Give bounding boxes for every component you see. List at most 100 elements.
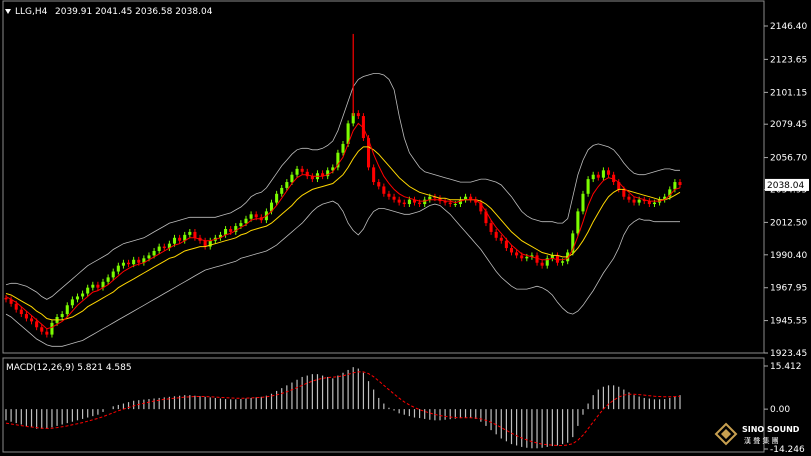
price-tick-label: 2101.15 bbox=[770, 88, 807, 98]
price-tick-label: 1945.55 bbox=[770, 317, 807, 327]
candle-body bbox=[70, 299, 74, 306]
ma-fast-line bbox=[5, 122, 681, 330]
candle-body bbox=[622, 189, 626, 197]
watermark-name: SINO SOUND bbox=[742, 425, 800, 434]
candle-body bbox=[254, 214, 258, 218]
candle-body bbox=[295, 168, 299, 175]
candle-body bbox=[617, 182, 621, 190]
ma-slow-line bbox=[5, 146, 681, 321]
candle-body bbox=[249, 214, 253, 219]
candle-body bbox=[326, 170, 330, 177]
candle-body bbox=[300, 168, 304, 172]
candle-body bbox=[45, 331, 49, 335]
price-tick-label: 1923.45 bbox=[770, 349, 807, 359]
candle-body bbox=[86, 287, 90, 294]
candle-body bbox=[494, 231, 498, 238]
candle-body bbox=[453, 204, 457, 206]
candle-body bbox=[331, 167, 335, 171]
macd-indicator bbox=[5, 367, 681, 449]
candle-body bbox=[50, 322, 54, 335]
candle-body bbox=[29, 318, 34, 322]
candle-body bbox=[601, 170, 605, 178]
macd-pane-frame bbox=[2, 357, 765, 453]
candle-body bbox=[127, 262, 131, 265]
candle-body bbox=[591, 174, 595, 180]
candle-body bbox=[290, 174, 294, 183]
candle-body bbox=[606, 170, 611, 175]
candle-body bbox=[361, 116, 365, 139]
candle-body bbox=[188, 231, 192, 235]
candle-body bbox=[285, 182, 289, 188]
candle-body bbox=[137, 259, 141, 263]
candle-body bbox=[167, 243, 171, 249]
symbol-timeframe: LLG,H4 bbox=[15, 7, 48, 17]
candle-body bbox=[310, 176, 314, 180]
candle-body bbox=[647, 201, 651, 205]
candle-body bbox=[75, 296, 80, 300]
candle-body bbox=[208, 240, 212, 247]
candle-body bbox=[356, 113, 360, 117]
diamond-logo-inner-icon bbox=[721, 429, 731, 439]
current-price-label: 2038.04 bbox=[767, 181, 804, 191]
candle-body bbox=[116, 265, 120, 272]
candle-body bbox=[504, 240, 508, 249]
candle-body bbox=[673, 182, 677, 190]
candle-body bbox=[372, 167, 376, 183]
candle-body bbox=[678, 182, 682, 185]
candle-body bbox=[576, 211, 580, 234]
candle-body bbox=[81, 293, 85, 297]
candle-body bbox=[402, 202, 406, 205]
candle-body bbox=[40, 327, 44, 332]
price-tick-label: 2123.65 bbox=[770, 55, 807, 65]
price-tick-label: 2079.45 bbox=[770, 120, 807, 130]
candle-body bbox=[178, 237, 182, 241]
candle-body bbox=[555, 255, 559, 263]
candle-body bbox=[35, 321, 39, 328]
candle-body bbox=[387, 193, 391, 197]
moving-averages bbox=[5, 122, 681, 330]
candle-body bbox=[193, 231, 197, 238]
macd-axis: 15.412 0.00 -14.246 bbox=[764, 362, 805, 455]
price-tick-label: 1990.40 bbox=[770, 251, 807, 261]
candle-body bbox=[668, 189, 672, 197]
candle-body bbox=[377, 182, 381, 187]
candle-body bbox=[157, 246, 161, 251]
candle-body bbox=[632, 199, 636, 203]
candlesticks bbox=[4, 33, 682, 338]
candle-body bbox=[162, 246, 166, 249]
candle-body bbox=[464, 196, 468, 200]
candle-body bbox=[321, 173, 325, 177]
candle-body bbox=[561, 261, 565, 263]
candle-body bbox=[418, 202, 422, 205]
candle-body bbox=[366, 138, 371, 168]
candle-body bbox=[596, 174, 600, 178]
candle-body bbox=[535, 255, 539, 263]
candle-body bbox=[183, 234, 187, 241]
candle-body bbox=[382, 186, 386, 194]
candle-body bbox=[443, 201, 447, 203]
candle-body bbox=[469, 196, 473, 200]
candle-body bbox=[392, 196, 396, 200]
candle-body bbox=[101, 281, 105, 288]
candle-body bbox=[4, 297, 8, 300]
macd-header: MACD(12,26,9) 5.821 4.585 bbox=[6, 363, 132, 373]
candle-body bbox=[152, 250, 156, 256]
collapse-triangle-icon[interactable] bbox=[5, 9, 11, 14]
candle-body bbox=[336, 152, 340, 168]
candle-body bbox=[224, 228, 228, 235]
watermark-subtitle: 漢 聲 集 團 bbox=[744, 436, 779, 445]
candle-body bbox=[423, 199, 427, 205]
candle-body bbox=[525, 256, 529, 259]
candle-body bbox=[142, 258, 146, 263]
bollinger-bands bbox=[5, 73, 680, 347]
candle-body bbox=[407, 199, 411, 205]
candle-body bbox=[234, 226, 238, 232]
candle-body bbox=[652, 202, 657, 205]
candle-body bbox=[520, 255, 524, 259]
candle-body bbox=[244, 218, 248, 224]
candle-body bbox=[474, 199, 478, 203]
candle-body bbox=[428, 196, 432, 200]
candle-body bbox=[132, 259, 136, 265]
candle-body bbox=[412, 199, 417, 203]
